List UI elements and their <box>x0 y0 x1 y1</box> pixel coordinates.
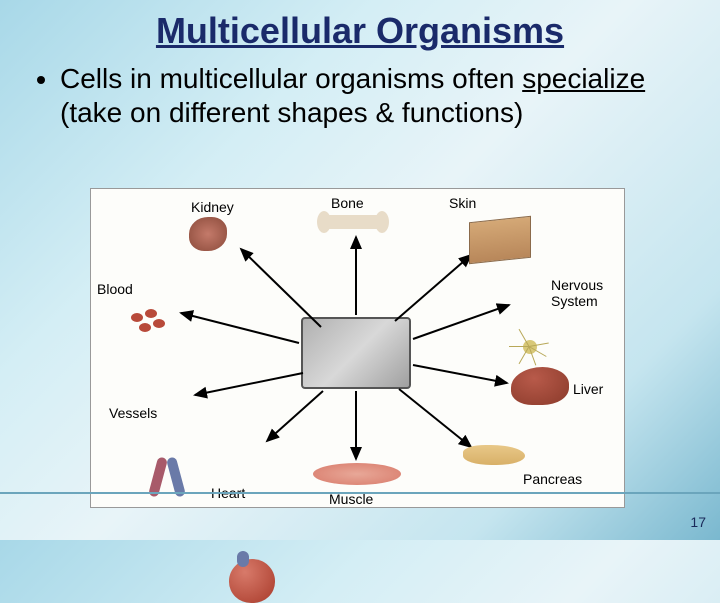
bullet-text-pre: Cells in multicellular organisms often <box>60 63 522 94</box>
bullet-text-post: (take on different shapes & functions) <box>60 97 523 128</box>
nervous-icon <box>509 328 553 368</box>
bullet-item: Cells in multicellular organisms often s… <box>60 62 690 129</box>
bullet-text-underlined: specialize <box>522 63 645 94</box>
muscle-icon <box>313 463 401 485</box>
nervous-label: Nervous System <box>551 277 603 309</box>
liver-icon <box>511 367 569 405</box>
cell-diagram: Kidney Bone Skin Blood Nervous System Liver Ve… <box>90 188 625 508</box>
bullet-list: Cells in multicellular organisms often s… <box>0 52 720 129</box>
bone-label: Bone <box>331 195 364 211</box>
heart-icon <box>229 559 275 603</box>
kidney-icon <box>189 217 227 251</box>
footer-divider <box>0 492 720 494</box>
skin-label: Skin <box>449 195 476 211</box>
vessels-label: Vessels <box>109 405 157 421</box>
blood-label: Blood <box>97 281 133 297</box>
liver-label: Liver <box>573 381 603 397</box>
page-title: Multicellular Organisms <box>0 0 720 52</box>
vessels-icon <box>147 457 187 497</box>
blood-icon <box>129 309 169 339</box>
skin-icon <box>469 216 531 265</box>
pancreas-label: Pancreas <box>523 471 582 487</box>
page-number: 17 <box>690 514 706 530</box>
bone-icon <box>323 215 383 229</box>
pancreas-icon <box>463 445 525 465</box>
center-cell-icon <box>301 317 411 389</box>
kidney-label: Kidney <box>191 199 234 215</box>
